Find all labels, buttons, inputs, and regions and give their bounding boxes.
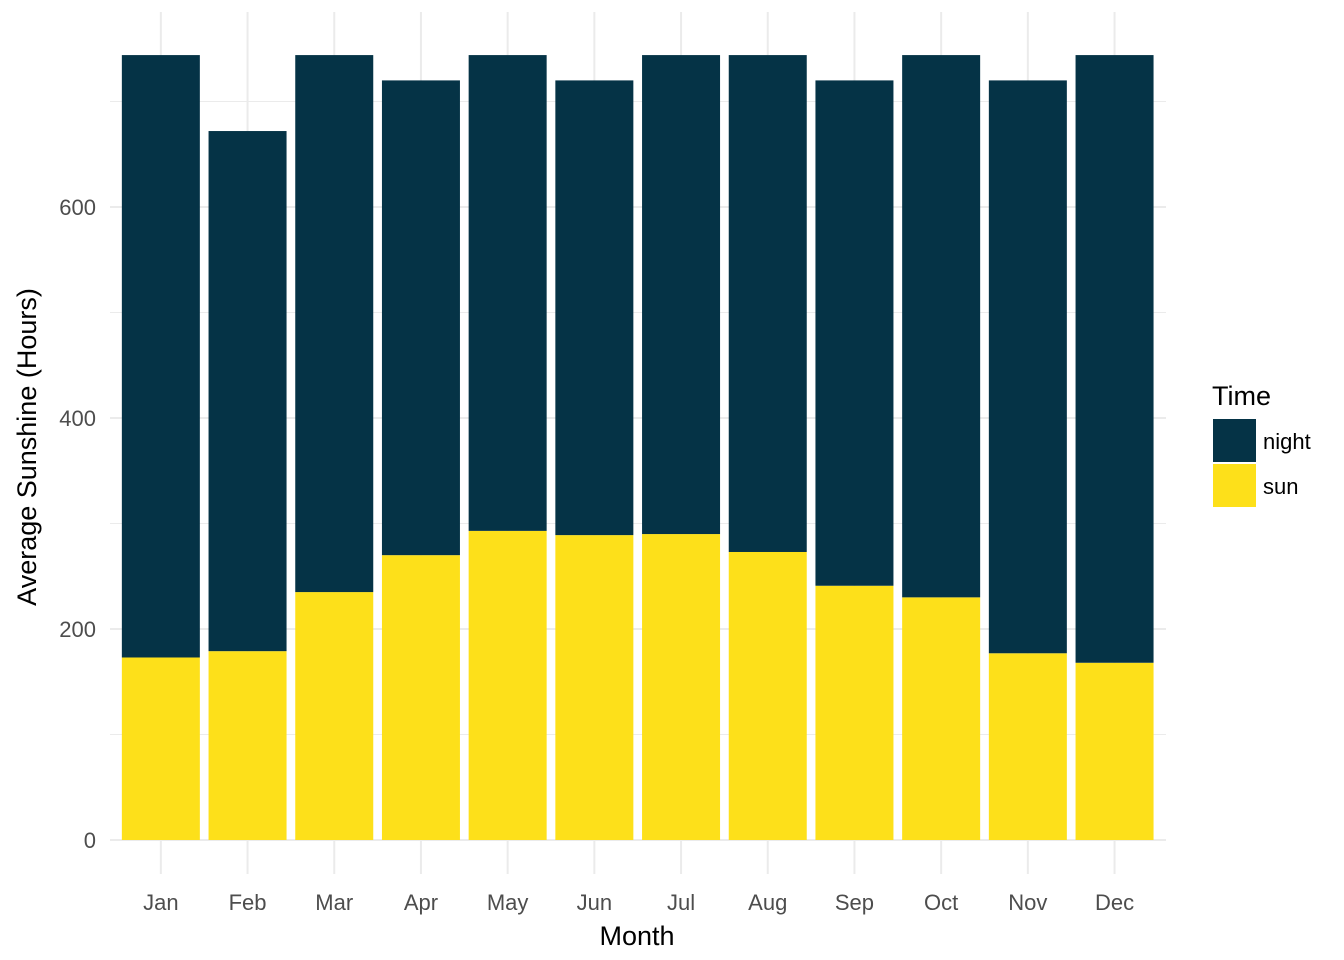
x-tick-label: Dec bbox=[1095, 890, 1134, 915]
legend-label-night: night bbox=[1263, 429, 1311, 454]
bar-sun-may bbox=[468, 530, 547, 840]
bar-sun-jun bbox=[555, 535, 634, 840]
bar-night-jul bbox=[642, 55, 721, 535]
bar-night-oct bbox=[902, 55, 981, 598]
bar-night-nov bbox=[988, 80, 1067, 654]
y-tick-label: 400 bbox=[59, 406, 96, 431]
bar-night-sep bbox=[815, 80, 894, 586]
bar-sun-oct bbox=[902, 597, 981, 840]
x-tick-label: Jul bbox=[667, 890, 695, 915]
legend-swatch-night bbox=[1213, 419, 1256, 462]
bars bbox=[121, 55, 1154, 840]
x-tick-label: May bbox=[487, 890, 529, 915]
x-tick-label: Oct bbox=[924, 890, 958, 915]
legend-swatch-sun bbox=[1213, 464, 1256, 507]
x-tick-label: Jun bbox=[577, 890, 612, 915]
bar-night-apr bbox=[381, 80, 460, 556]
bar-night-jan bbox=[121, 55, 200, 658]
x-axis-title: Month bbox=[599, 921, 674, 951]
bar-sun-dec bbox=[1075, 662, 1154, 840]
bar-sun-mar bbox=[295, 592, 374, 840]
y-tick-label: 0 bbox=[84, 828, 96, 853]
bar-sun-aug bbox=[728, 551, 807, 840]
x-tick-label: Feb bbox=[229, 890, 267, 915]
legend: Time night sun bbox=[1212, 381, 1311, 507]
x-tick-label: Apr bbox=[404, 890, 438, 915]
x-tick-label: Sep bbox=[835, 890, 874, 915]
legend-title: Time bbox=[1212, 381, 1271, 411]
x-tick-label: Jan bbox=[143, 890, 178, 915]
bar-night-aug bbox=[728, 55, 807, 552]
bar-night-jun bbox=[555, 80, 634, 536]
legend-label-sun: sun bbox=[1263, 474, 1298, 499]
bar-sun-sep bbox=[815, 585, 894, 840]
bar-sun-feb bbox=[208, 651, 287, 840]
bar-night-may bbox=[468, 55, 547, 531]
bar-sun-nov bbox=[988, 653, 1067, 840]
y-tick-label: 600 bbox=[59, 195, 96, 220]
y-tick-label: 200 bbox=[59, 617, 96, 642]
bar-sun-jul bbox=[642, 534, 721, 840]
y-axis-tick-labels: 0 200 400 600 bbox=[59, 195, 96, 853]
bar-night-mar bbox=[295, 55, 374, 593]
bar-sun-apr bbox=[381, 555, 460, 840]
x-tick-label: Nov bbox=[1008, 890, 1047, 915]
bar-night-feb bbox=[208, 131, 287, 652]
x-tick-label: Mar bbox=[315, 890, 353, 915]
bar-sun-jan bbox=[121, 657, 200, 840]
x-tick-label: Aug bbox=[748, 890, 787, 915]
bar-night-dec bbox=[1075, 55, 1154, 663]
x-axis-tick-labels: Jan Feb Mar Apr May Jun Jul Aug Sep Oct Nov Dec bbox=[143, 890, 1134, 915]
y-axis-title: Average Sunshine (Hours) bbox=[12, 288, 42, 606]
